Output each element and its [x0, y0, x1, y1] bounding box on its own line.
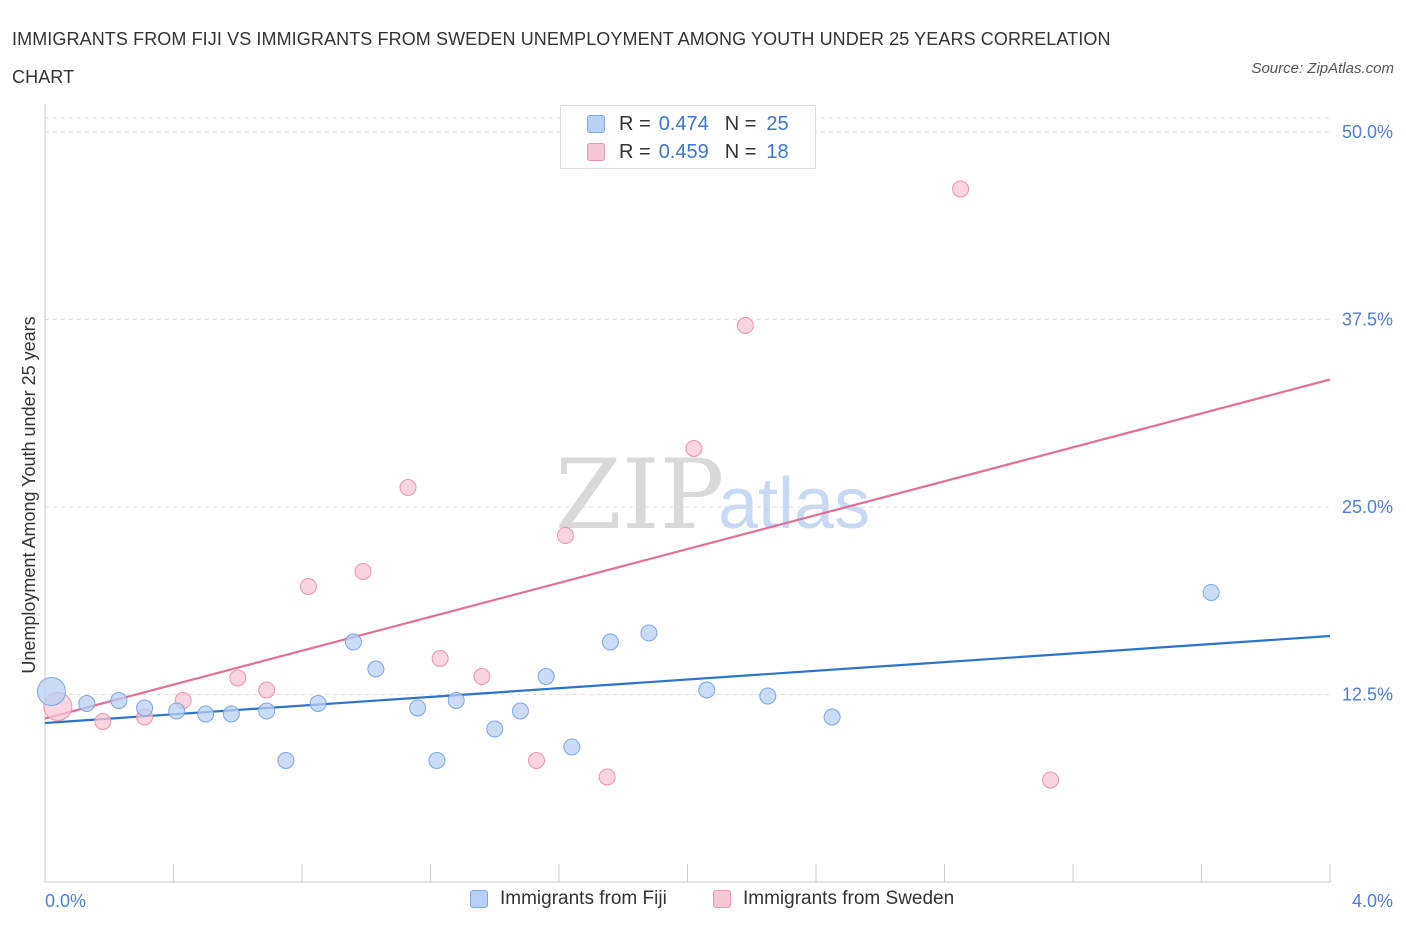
- y-tick-label: 25.0%: [1342, 497, 1393, 517]
- fiji-point: [640, 624, 658, 642]
- sweden-point: [431, 650, 449, 667]
- sweden-point: [598, 768, 616, 786]
- fiji-n-value: 25: [766, 112, 789, 135]
- fiji-r-value: 0.474: [658, 112, 709, 135]
- fiji-point: [447, 692, 465, 709]
- fiji-point: [78, 695, 96, 712]
- sweden-point: [94, 713, 112, 730]
- sweden-swatch: [587, 143, 605, 161]
- fiji-point: [759, 687, 777, 705]
- x-tick-label: 4.0%: [1352, 891, 1393, 911]
- sweden-point: [1042, 771, 1060, 789]
- data-points: [36, 180, 1220, 789]
- fiji-point: [168, 702, 186, 720]
- grid-lines: [45, 117, 1330, 695]
- y-tick-label: 50.0%: [1342, 122, 1393, 142]
- fiji-point: [1202, 584, 1220, 601]
- y-tick-label: 37.5%: [1342, 310, 1393, 330]
- sweden-point: [258, 681, 276, 699]
- fiji-point: [563, 738, 581, 756]
- sweden-point: [952, 180, 970, 198]
- axes: [44, 104, 1331, 883]
- sweden-r-value: 0.459: [658, 140, 709, 163]
- fiji-point: [428, 752, 446, 769]
- legend-item-fiji: Immigrants from Fiji: [470, 888, 667, 910]
- fiji-point: [344, 633, 362, 651]
- sweden-point: [685, 440, 703, 457]
- correlation-legend: R = 0.474 N = 25 R = 0.459 N = 18: [560, 105, 816, 169]
- fiji-point: [222, 705, 240, 723]
- sweden-legend-label: Immigrants from Sweden: [743, 888, 955, 909]
- fiji-legend-label: Immigrants from Fiji: [500, 888, 667, 909]
- fiji-point: [698, 681, 716, 699]
- fiji-n-label: N =: [724, 112, 757, 135]
- sweden-point: [528, 752, 546, 769]
- fiji-point: [486, 720, 504, 738]
- fiji-swatch: [587, 115, 605, 133]
- fiji-point: [367, 660, 385, 678]
- sweden-n-label: N =: [724, 140, 757, 163]
- sweden-point: [473, 668, 491, 685]
- y-tick-label: 12.5%: [1342, 685, 1393, 705]
- sweden-point: [299, 578, 317, 595]
- legend-item-sweden: Immigrants from Sweden: [713, 888, 954, 910]
- fiji-point: [110, 692, 128, 709]
- tick-labels: 12.5% 25.0% 37.5% 50.0% 0.0% 4.0%: [45, 122, 1393, 911]
- sweden-n-value: 18: [766, 140, 789, 163]
- fiji-r-label: R =: [619, 112, 651, 135]
- source-credit: Source: ZipAtlas.com: [1251, 60, 1394, 77]
- sweden-point: [736, 317, 754, 334]
- sweden-legend-swatch: [713, 890, 731, 908]
- fiji-point: [309, 695, 327, 712]
- fiji-point: [36, 677, 66, 706]
- fiji-point: [258, 702, 276, 720]
- fiji-point: [409, 699, 427, 717]
- fiji-point: [511, 702, 529, 720]
- sweden-point: [399, 479, 417, 496]
- x-tick-label: 0.0%: [45, 891, 86, 911]
- sweden-r-label: R =: [619, 140, 651, 163]
- y-axis-label: Unemployment Among Youth under 25 years: [19, 316, 39, 673]
- watermark-zip: ZIP: [555, 439, 724, 551]
- legend-row-sweden: R = 0.459 N = 18: [587, 139, 789, 165]
- sweden-trend-line: [44, 378, 1331, 720]
- fiji-point: [136, 699, 154, 717]
- sweden-point: [354, 563, 372, 580]
- fiji-point: [601, 633, 619, 651]
- sweden-point: [229, 669, 247, 687]
- fiji-legend-swatch: [470, 890, 488, 908]
- chart-title: IMMIGRANTS FROM FIJI VS IMMIGRANTS FROM …: [12, 29, 1111, 87]
- fiji-point: [823, 708, 841, 726]
- watermark-atlas: atlas: [718, 464, 870, 544]
- fiji-point: [277, 752, 295, 769]
- fiji-point: [537, 668, 555, 685]
- fiji-point: [197, 705, 215, 723]
- legend-row-fiji: R = 0.474 N = 25: [587, 111, 789, 137]
- sweden-point: [556, 527, 574, 544]
